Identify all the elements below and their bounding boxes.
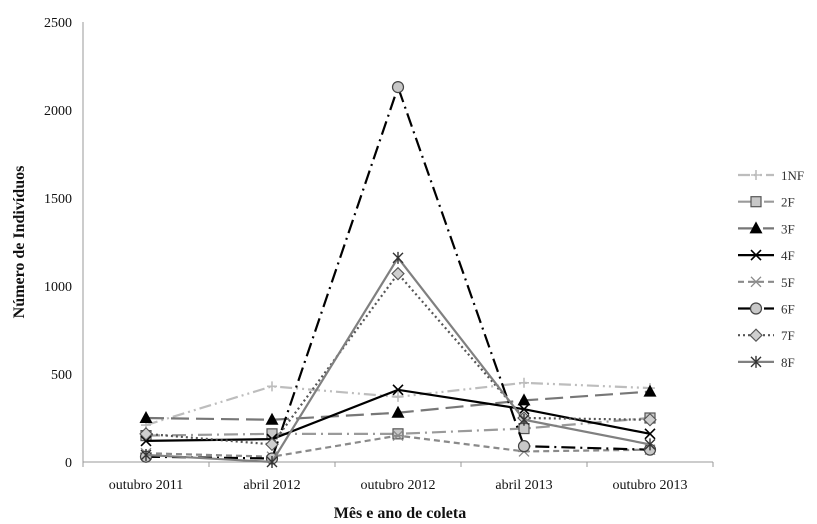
x-tick-label: abril 2013: [495, 478, 552, 493]
legend-label: 1NF: [781, 168, 804, 183]
series-1NF: [141, 377, 655, 431]
data-point: [643, 412, 657, 427]
series-line: [145, 416, 651, 437]
legend-marker: [751, 170, 761, 180]
data-point: [140, 435, 152, 447]
legend-label: 5F: [781, 275, 795, 290]
data-point: [517, 393, 531, 406]
data-point: [391, 405, 405, 418]
x-axis-title: Mês e ano de coleta: [334, 505, 466, 522]
legend-label: 2F: [781, 195, 795, 210]
x-tick-label: outubro 2012: [360, 478, 435, 493]
y-tick-label: 2000: [44, 104, 72, 119]
legend-marker: [749, 328, 763, 342]
legend-label: 6F: [781, 302, 795, 317]
data-point: [644, 428, 656, 440]
axes: [82, 22, 713, 463]
data-point: [393, 391, 403, 402]
legend-marker: [750, 276, 762, 288]
x-tick-label: outubro 2011: [109, 478, 184, 493]
legend-marker: [750, 355, 762, 368]
legend-label: 8F: [781, 355, 795, 370]
y-tick-label: 1500: [44, 192, 72, 207]
legend-label: 3F: [781, 221, 795, 236]
legend-item: 6F: [738, 302, 795, 317]
y-tick-label: 0: [65, 456, 72, 471]
data-point: [392, 428, 404, 440]
legend-item: 2F: [738, 195, 795, 210]
y-tick-label: 1000: [44, 280, 72, 295]
legend-item: 4F: [738, 248, 795, 263]
data-point: [518, 413, 530, 426]
y-tick-label: 2500: [44, 16, 72, 31]
data-point: [644, 438, 656, 451]
data-point: [267, 381, 277, 392]
legend: 1NF 2F 3F 4F 5F 6F 7F 8F: [738, 168, 804, 370]
series-8F: [140, 251, 656, 468]
y-tick-labels: 0 500 1000 1500 2000 2500: [44, 16, 72, 471]
data-point: [518, 403, 530, 415]
x-tick-label: abril 2012: [243, 478, 300, 493]
data-point: [392, 251, 404, 264]
data-point: [517, 440, 531, 453]
data-point: [265, 412, 279, 425]
y-tick-label: 500: [51, 368, 72, 383]
legend-item: 1NF: [738, 168, 804, 183]
data-point: [643, 384, 657, 397]
legend-item: 5F: [738, 275, 795, 290]
legend-item: 3F: [738, 221, 795, 236]
x-tick-labels: outubro 2011 abril 2012 outubro 2012 abril …: [82, 462, 714, 493]
series-layer: [139, 81, 657, 468]
data-point: [265, 437, 279, 452]
legend-item: 8F: [738, 355, 795, 370]
legend-item: 7F: [738, 328, 795, 343]
data-point: [266, 456, 278, 468]
data-point: [392, 384, 404, 396]
legend-label: 4F: [781, 248, 795, 263]
data-point: [140, 448, 152, 461]
data-point: [139, 411, 153, 423]
data-point: [391, 81, 405, 94]
x-tick-label: outubro 2013: [612, 478, 687, 493]
data-point: [519, 377, 529, 388]
series-7F: [139, 266, 657, 452]
legend-marker: [749, 221, 763, 234]
data-point: [139, 427, 153, 441]
data-point: [391, 266, 405, 281]
y-axis-title: Número de Indivíduos: [11, 166, 28, 319]
legend-label: 7F: [781, 328, 795, 343]
data-point: [392, 430, 404, 442]
legend-marker: [749, 302, 763, 315]
series-line: [145, 83, 651, 460]
legend-marker: [750, 196, 762, 208]
legend-marker: [750, 249, 762, 261]
series-3F: [139, 384, 657, 425]
